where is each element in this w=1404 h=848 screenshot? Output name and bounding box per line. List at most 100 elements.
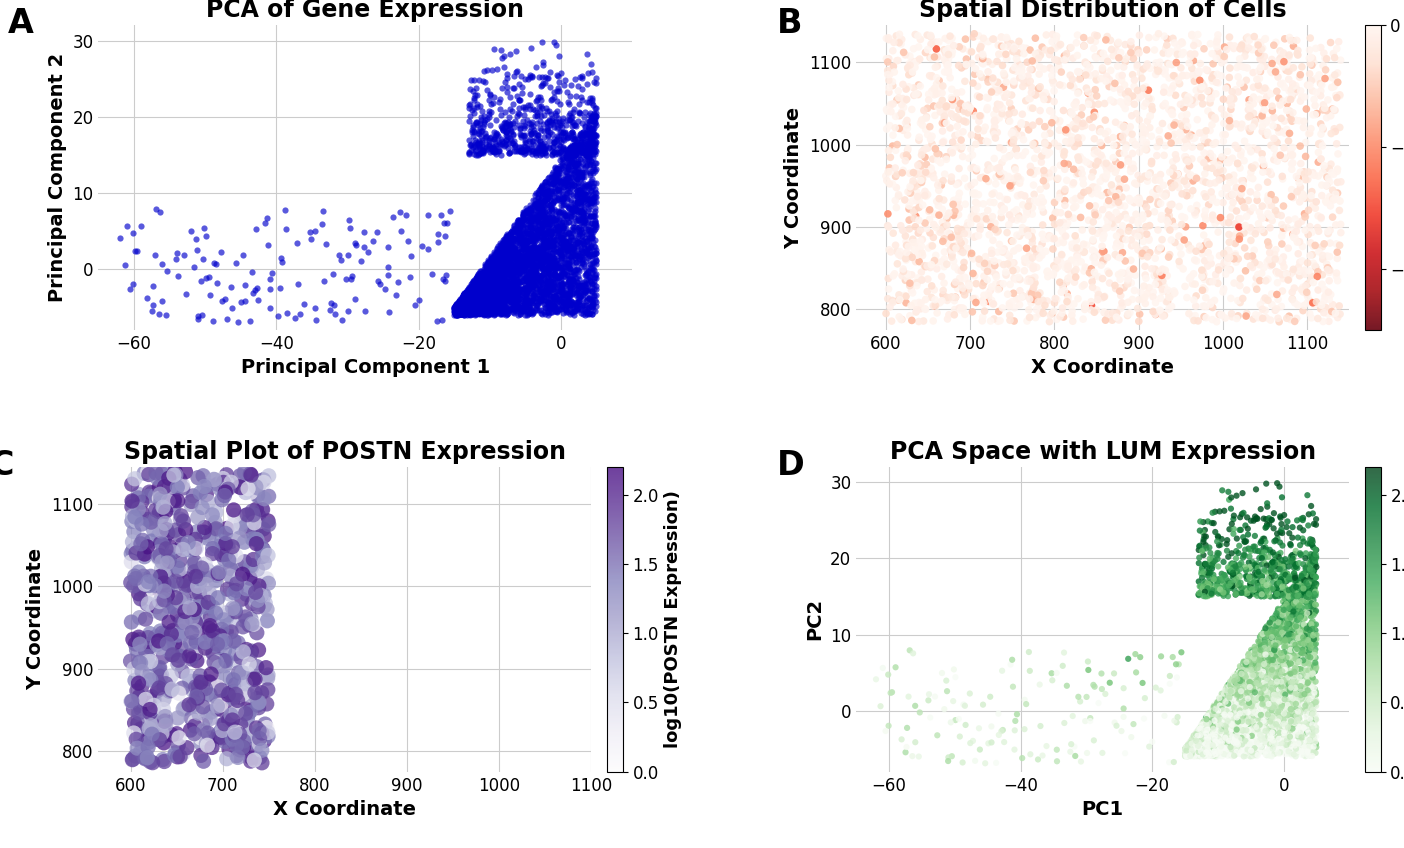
Point [1108, 313, 1130, 326]
Point [1273, 684, 1296, 698]
Point [1243, 81, 1265, 94]
Point [1297, 742, 1320, 756]
Point [1250, 691, 1272, 705]
Point [1261, 729, 1283, 743]
Point [1247, 649, 1269, 662]
Point [449, 298, 472, 312]
Point [562, 204, 584, 217]
Point [465, 308, 487, 321]
Point [1207, 734, 1230, 748]
Point [517, 271, 539, 284]
Point [1181, 746, 1203, 760]
Point [518, 271, 541, 284]
Point [486, 275, 508, 288]
Point [1296, 709, 1318, 722]
Point [1238, 647, 1261, 661]
Point [1227, 70, 1250, 84]
Point [1196, 64, 1219, 77]
Point [564, 89, 587, 103]
Point [1134, 142, 1157, 156]
Point [519, 293, 542, 307]
Point [924, 36, 946, 49]
Point [949, 278, 972, 292]
Point [190, 274, 212, 287]
Point [1275, 676, 1297, 689]
Point [521, 284, 543, 298]
Point [542, 139, 564, 153]
Point [1233, 734, 1255, 748]
Point [455, 291, 477, 304]
Point [556, 294, 578, 308]
Point [1255, 589, 1278, 602]
Point [271, 255, 293, 269]
Point [517, 250, 539, 264]
Point [1008, 59, 1031, 72]
Point [456, 297, 479, 310]
Point [490, 244, 512, 258]
Point [1125, 647, 1147, 661]
Point [1220, 517, 1243, 531]
Point [1266, 746, 1289, 760]
Point [1052, 225, 1074, 238]
Point [890, 98, 913, 111]
Point [508, 249, 531, 263]
Point [504, 276, 526, 289]
Point [1181, 748, 1203, 762]
Point [494, 293, 517, 307]
Point [1300, 658, 1323, 672]
Point [1203, 708, 1226, 722]
Point [562, 240, 584, 254]
Point [1310, 76, 1332, 90]
Point [133, 752, 156, 766]
Point [1189, 721, 1212, 734]
Point [1287, 711, 1310, 725]
Point [1280, 583, 1303, 596]
Point [536, 217, 559, 231]
Point [1252, 700, 1275, 714]
Point [1031, 248, 1053, 262]
Point [564, 252, 587, 265]
Point [557, 260, 580, 274]
Point [529, 143, 552, 157]
Point [573, 286, 595, 299]
Point [578, 306, 601, 320]
Point [1205, 734, 1227, 748]
Point [1257, 732, 1279, 745]
Point [480, 306, 503, 320]
Point [1185, 743, 1207, 756]
Point [1289, 68, 1311, 81]
Point [1189, 734, 1212, 747]
Point [984, 221, 1007, 235]
Point [1296, 580, 1318, 594]
Point [1302, 576, 1324, 589]
Point [183, 557, 205, 571]
Point [1292, 523, 1314, 537]
Point [1257, 728, 1279, 742]
Point [1224, 705, 1247, 718]
Point [131, 517, 153, 531]
Point [557, 305, 580, 319]
Point [1237, 739, 1259, 753]
Point [1247, 579, 1269, 593]
Point [1238, 659, 1261, 672]
Point [562, 243, 584, 257]
Point [448, 298, 470, 312]
Point [529, 290, 552, 304]
Point [536, 184, 559, 198]
Point [1271, 685, 1293, 699]
Point [571, 215, 594, 229]
Point [529, 284, 552, 298]
Point [559, 158, 581, 171]
Point [1269, 666, 1292, 679]
Point [500, 237, 522, 251]
Point [1296, 706, 1318, 719]
Point [1221, 561, 1244, 574]
Point [543, 168, 566, 181]
Point [1257, 673, 1279, 687]
Point [1220, 98, 1243, 112]
Point [569, 127, 591, 141]
Point [1303, 608, 1325, 622]
Point [1161, 103, 1184, 117]
Point [1265, 732, 1287, 745]
Point [576, 307, 598, 321]
